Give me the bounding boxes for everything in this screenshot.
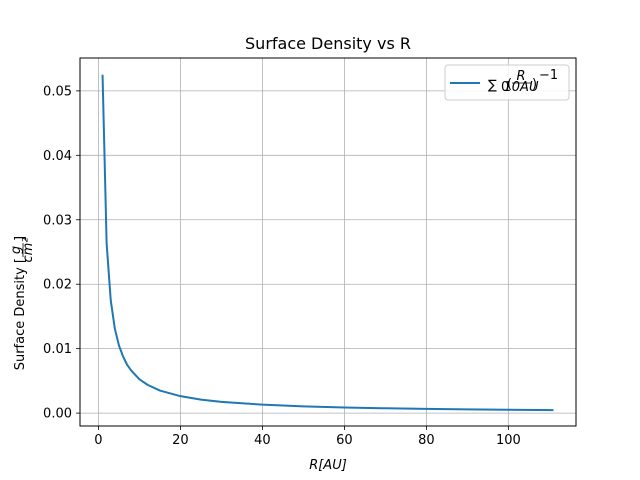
legend-subscript: 0: [501, 80, 509, 95]
legend-exponent: −1: [539, 68, 558, 83]
y-axis-label: Surface Density [ g cm² ]: [9, 236, 36, 370]
y-tick-label: 0.02: [43, 278, 72, 293]
y-axis-label-numerator: g: [9, 246, 24, 254]
series-line: [101, 74, 554, 412]
legend-open-paren: (: [507, 77, 512, 92]
grid: [80, 58, 576, 426]
y-tick-label: 0.04: [43, 149, 72, 164]
legend-label: ∑ 0 ( R 10AU ) −1: [488, 68, 558, 95]
x-tick-label: 100: [496, 433, 521, 448]
legend-close-paren: ): [532, 77, 537, 92]
y-tick-label: 0.00: [43, 407, 72, 422]
legend-denominator: 10AU: [504, 80, 539, 95]
plot-frame: [79, 57, 577, 427]
y-tick-label: 0.05: [43, 84, 72, 99]
y-tick-label: 0.01: [43, 342, 72, 357]
y-axis-label-close: ]: [13, 236, 28, 241]
x-tick-label: 20: [172, 433, 189, 448]
legend-box: [444, 64, 570, 101]
legend-numerator: R: [516, 69, 525, 84]
x-tick-label: 80: [418, 433, 435, 448]
y-axis-label-text: Surface Density [: [13, 258, 28, 370]
series-layer: [101, 74, 554, 412]
x-tick-label: 40: [254, 433, 271, 448]
x-axis-label: R[AU]: [309, 458, 347, 473]
y-axis-label-denominator: cm²: [21, 237, 36, 262]
x-tick-label: 60: [336, 433, 353, 448]
y-tick-label: 0.03: [43, 213, 72, 228]
legend: ∑ 0 ( R 10AU ) −1: [444, 64, 570, 101]
ticks: 0 20 40 60 80 100 0.00 0.01 0.02 0.03 0.04 0.05: [43, 84, 521, 448]
x-tick-label: 0: [94, 433, 102, 448]
legend-sigma: ∑: [488, 78, 497, 93]
chart-title: Surface Density vs R: [245, 34, 411, 53]
